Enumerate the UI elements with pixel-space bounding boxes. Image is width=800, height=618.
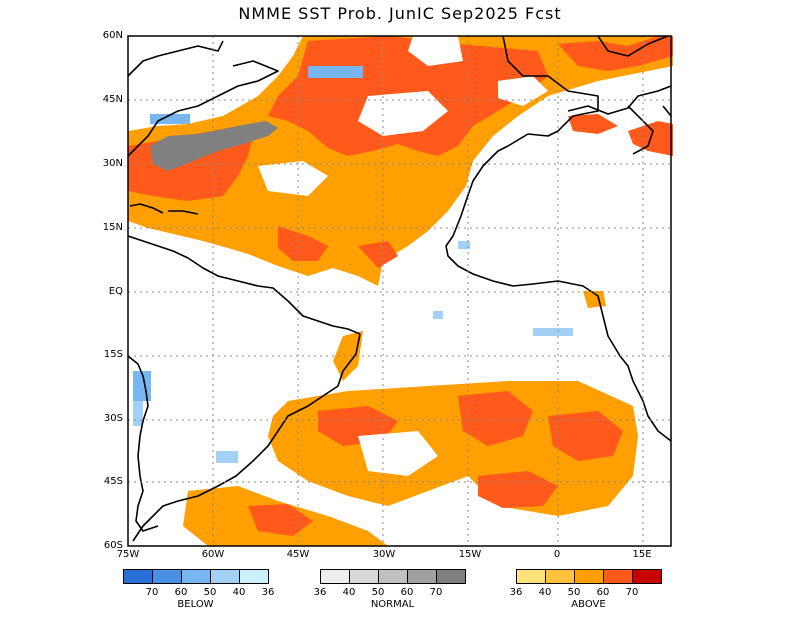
map-title: NMME SST Prob. JunIC Sep2025 Fcst bbox=[238, 4, 562, 23]
lat-label: EQ bbox=[108, 286, 123, 297]
legend-tick: 50 bbox=[371, 587, 385, 598]
legend-swatch bbox=[378, 569, 408, 584]
legend-swatch bbox=[574, 569, 604, 584]
legend-swatches bbox=[123, 569, 269, 584]
lat-label: 30S bbox=[103, 413, 123, 424]
lon-label: 30W bbox=[372, 549, 396, 560]
legend-tick: 36 bbox=[509, 587, 523, 598]
legend-tick: 70 bbox=[145, 587, 159, 598]
above-shading bbox=[128, 36, 673, 546]
legend-tick: 70 bbox=[429, 587, 443, 598]
legend-swatch bbox=[632, 569, 662, 584]
legend-swatch bbox=[349, 569, 379, 584]
legend-swatch bbox=[152, 569, 182, 584]
lat-label: 30N bbox=[102, 158, 123, 169]
legend-tick: 50 bbox=[203, 587, 217, 598]
map-area bbox=[127, 35, 673, 547]
lon-label: 75W bbox=[116, 549, 140, 560]
legend-tick: 40 bbox=[342, 587, 356, 598]
legend-name: ABOVE bbox=[571, 599, 606, 610]
lon-label: 0 bbox=[553, 549, 561, 560]
lon-label: 15W bbox=[458, 549, 482, 560]
legend-tick: 40 bbox=[538, 587, 552, 598]
lat-label: 45S bbox=[103, 476, 123, 487]
lat-label: 15S bbox=[103, 349, 123, 360]
legend-swatch bbox=[603, 569, 633, 584]
legend-swatch bbox=[436, 569, 466, 584]
map-frame bbox=[127, 35, 672, 547]
lon-label: 45W bbox=[286, 549, 310, 560]
legend-above: 36 40 50 60 70 ABOVE bbox=[510, 569, 662, 610]
legend-tick: 60 bbox=[596, 587, 610, 598]
legend-swatch bbox=[320, 569, 350, 584]
legend-tick: 36 bbox=[313, 587, 327, 598]
legend-name: NORMAL bbox=[370, 599, 415, 610]
legend-swatch bbox=[545, 569, 575, 584]
legend-tick: 60 bbox=[400, 587, 414, 598]
legend-swatch bbox=[407, 569, 437, 584]
legend-below: 70 60 50 40 36 BELOW bbox=[123, 569, 274, 610]
legend-normal: 36 40 50 60 70 NORMAL bbox=[314, 569, 466, 610]
lat-label: 45N bbox=[102, 94, 123, 105]
legend-swatches bbox=[320, 569, 466, 584]
sst-probability-map bbox=[127, 35, 673, 547]
legend-tick: 40 bbox=[232, 587, 246, 598]
legend-tick: 60 bbox=[174, 587, 188, 598]
legend-swatch bbox=[239, 569, 269, 584]
legend-swatch bbox=[210, 569, 240, 584]
legend-swatch bbox=[123, 569, 153, 584]
legend-swatch bbox=[516, 569, 546, 584]
coastlines bbox=[127, 35, 672, 542]
graticule bbox=[128, 36, 671, 546]
legend-swatches bbox=[516, 569, 662, 584]
legend-name: BELOW bbox=[177, 599, 214, 610]
lat-label: 60S bbox=[103, 540, 123, 551]
lat-label: 15N bbox=[102, 222, 123, 233]
legend-tick: 50 bbox=[567, 587, 581, 598]
lon-label: 60W bbox=[201, 549, 225, 560]
lat-label: 60N bbox=[102, 30, 123, 41]
legend-tick: 70 bbox=[625, 587, 639, 598]
below-shading bbox=[133, 66, 573, 463]
legend-tick: 36 bbox=[261, 587, 275, 598]
lon-label: 15E bbox=[632, 549, 652, 560]
legend-swatch bbox=[181, 569, 211, 584]
